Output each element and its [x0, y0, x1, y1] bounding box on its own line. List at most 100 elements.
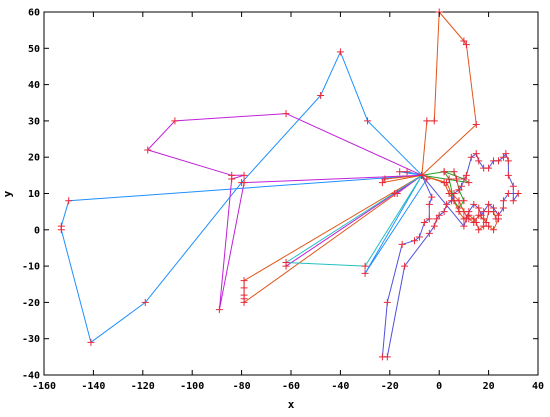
data-point-marker — [460, 222, 468, 230]
data-point-marker — [361, 269, 369, 277]
data-point-marker — [425, 229, 433, 237]
data-point-marker — [440, 168, 448, 176]
x-tick-label: -120 — [131, 381, 155, 392]
data-point-marker — [393, 190, 401, 197]
data-point-marker — [282, 258, 290, 266]
marker-layer — [57, 8, 522, 361]
data-point-marker — [383, 353, 391, 361]
data-point-marker — [462, 171, 470, 179]
y-tick-label: -40 — [22, 371, 40, 382]
data-point-marker — [215, 306, 223, 314]
data-point-marker — [504, 157, 512, 165]
data-point-marker — [480, 208, 488, 216]
data-point-marker — [403, 168, 411, 176]
x-tick-label: -40 — [331, 381, 349, 392]
data-point-marker — [509, 197, 517, 205]
data-point-marker — [475, 226, 483, 234]
data-point-marker — [425, 200, 433, 208]
data-point-marker — [240, 179, 248, 187]
data-point-marker — [411, 237, 418, 245]
data-point-marker — [504, 190, 512, 197]
data-point-marker — [378, 179, 386, 187]
data-point-marker — [485, 200, 493, 208]
data-point-marker — [480, 222, 488, 230]
data-point-marker — [455, 186, 463, 194]
x-tick-label: 40 — [532, 381, 544, 392]
data-point-marker — [282, 110, 290, 118]
data-point-marker — [423, 117, 431, 125]
data-point-marker — [514, 190, 522, 197]
data-point-marker — [445, 175, 453, 183]
data-point-marker — [443, 200, 451, 208]
data-point-marker — [462, 41, 470, 49]
data-point-marker — [361, 262, 369, 270]
data-point-marker — [425, 215, 433, 223]
data-point-marker — [499, 153, 507, 161]
data-point-marker — [423, 175, 431, 183]
data-point-marker — [465, 208, 473, 216]
data-point-marker — [240, 284, 248, 292]
data-point-marker — [460, 175, 468, 183]
x-tick-label: -100 — [180, 381, 204, 392]
plot-frame — [43, 11, 539, 376]
data-point-marker — [383, 298, 391, 306]
y-axis-label: y — [1, 190, 14, 197]
data-point-marker — [460, 37, 468, 45]
data-point-marker — [418, 171, 426, 179]
x-tick-label: -160 — [32, 381, 56, 392]
y-tick-label: -10 — [22, 262, 40, 273]
y-tick-label: 20 — [28, 153, 40, 164]
data-point-marker — [502, 150, 510, 158]
x-tick-label: 0 — [436, 381, 442, 392]
data-point-marker — [428, 193, 436, 201]
data-point-marker — [490, 226, 498, 234]
data-point-marker — [465, 179, 473, 187]
data-point-marker — [415, 233, 423, 241]
data-point-marker — [470, 215, 478, 223]
y-tick-label: -30 — [22, 334, 40, 345]
data-point-marker — [499, 197, 507, 205]
data-point-marker — [398, 240, 406, 248]
data-point-marker — [450, 190, 458, 197]
data-point-marker — [57, 222, 65, 230]
data-point-marker — [87, 338, 95, 346]
data-point-marker — [472, 150, 480, 158]
data-point-marker — [475, 157, 483, 165]
x-tick-label: -140 — [81, 381, 105, 392]
data-point-marker — [504, 171, 512, 179]
data-point-marker — [450, 168, 458, 176]
data-point-marker — [467, 153, 475, 161]
data-point-marker — [490, 204, 498, 212]
data-point-marker — [240, 277, 248, 285]
data-point-marker — [460, 197, 468, 205]
data-point-marker — [420, 219, 428, 227]
x-tick-label: -80 — [233, 381, 251, 392]
x-tick-label: -60 — [282, 381, 300, 392]
data-point-marker — [472, 219, 480, 227]
data-point-marker — [401, 262, 409, 270]
series-layer — [60, 11, 519, 358]
data-point-marker — [228, 175, 236, 183]
y-tick-label: -20 — [22, 298, 40, 309]
data-point-marker — [477, 211, 485, 219]
tick-layer: -160 -140 -120 -100 -80 -60 -40 -20 0 20 40-40-30-… — [22, 8, 544, 393]
data-point-marker — [475, 204, 483, 212]
data-point-marker — [452, 175, 460, 183]
y-tick-label: 40 — [28, 80, 40, 91]
data-point-marker — [141, 298, 149, 306]
data-point-marker — [396, 168, 404, 176]
series-line-4 — [285, 174, 423, 267]
y-tick-label: 30 — [28, 116, 40, 127]
data-point-marker — [440, 179, 448, 187]
data-point-marker — [499, 204, 507, 212]
data-point-marker — [435, 211, 443, 219]
data-point-marker — [448, 197, 456, 205]
y-tick-label: 0 — [34, 225, 40, 236]
x-tick-label: -20 — [381, 381, 399, 392]
data-point-marker — [430, 117, 438, 125]
x-tick-label: 20 — [483, 381, 495, 392]
data-point-marker — [485, 164, 493, 172]
data-point-marker — [381, 175, 389, 183]
data-point-marker — [509, 182, 517, 190]
data-point-marker — [470, 200, 478, 208]
